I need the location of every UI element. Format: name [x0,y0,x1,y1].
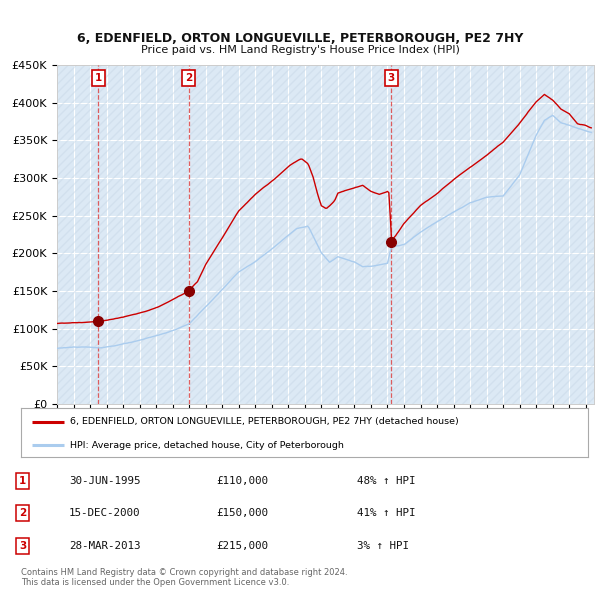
Text: 30-JUN-1995: 30-JUN-1995 [69,476,140,486]
Text: 28-MAR-2013: 28-MAR-2013 [69,541,140,550]
Text: £150,000: £150,000 [216,509,268,518]
Text: 3: 3 [19,541,26,550]
Text: 2: 2 [185,73,192,83]
Text: 48% ↑ HPI: 48% ↑ HPI [357,476,415,486]
Text: 41% ↑ HPI: 41% ↑ HPI [357,509,415,518]
Text: 1: 1 [19,476,26,486]
Text: 6, EDENFIELD, ORTON LONGUEVILLE, PETERBOROUGH, PE2 7HY (detached house): 6, EDENFIELD, ORTON LONGUEVILLE, PETERBO… [70,417,459,426]
Text: £110,000: £110,000 [216,476,268,486]
Text: HPI: Average price, detached house, City of Peterborough: HPI: Average price, detached house, City… [70,441,344,450]
Text: Contains HM Land Registry data © Crown copyright and database right 2024.
This d: Contains HM Land Registry data © Crown c… [21,568,347,587]
Text: 2: 2 [19,509,26,518]
Text: 6, EDENFIELD, ORTON LONGUEVILLE, PETERBOROUGH, PE2 7HY: 6, EDENFIELD, ORTON LONGUEVILLE, PETERBO… [77,32,523,45]
Text: 3: 3 [388,73,395,83]
Text: 15-DEC-2000: 15-DEC-2000 [69,509,140,518]
Text: 1: 1 [95,73,102,83]
Text: Price paid vs. HM Land Registry's House Price Index (HPI): Price paid vs. HM Land Registry's House … [140,45,460,54]
Text: £215,000: £215,000 [216,541,268,550]
Text: 3% ↑ HPI: 3% ↑ HPI [357,541,409,550]
